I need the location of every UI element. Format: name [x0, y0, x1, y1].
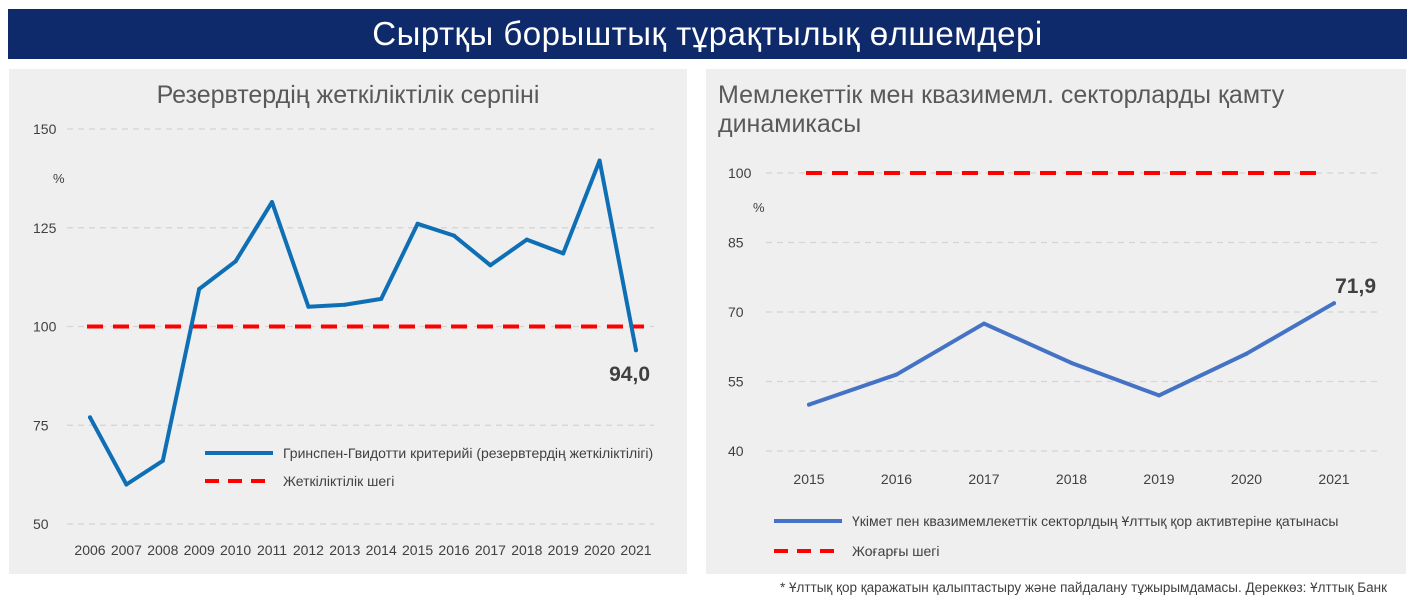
y-tick-label: 70 — [728, 304, 744, 320]
y-tick-label: 150 — [33, 121, 57, 137]
x-tick-label: 2014 — [366, 542, 397, 558]
data-point — [415, 221, 420, 226]
data-point — [1157, 393, 1161, 398]
data-label: 71,9 — [1335, 275, 1376, 298]
x-tick-label: 2019 — [1143, 471, 1174, 487]
data-point — [488, 263, 493, 268]
chart-title: Резервтердің жеткіліктілік серпіні — [156, 81, 540, 109]
y-tick-label: 40 — [728, 443, 744, 459]
y-tick-label: 50 — [33, 516, 49, 532]
data-point — [597, 158, 602, 163]
data-point — [197, 286, 202, 291]
x-tick-label: 2021 — [620, 542, 651, 558]
data-point — [561, 251, 566, 256]
x-tick-label: 2007 — [111, 542, 142, 558]
y-tick-label: 100 — [33, 319, 57, 335]
x-tick-label: 2011 — [257, 542, 287, 558]
data-point — [233, 259, 238, 264]
data-point — [1069, 360, 1074, 365]
x-tick-label: 2006 — [74, 542, 105, 558]
legend-label: Жеткіліктілік шегі — [283, 473, 394, 489]
x-tick-label: 2020 — [1231, 471, 1262, 487]
x-tick-label: 2019 — [548, 542, 579, 558]
x-tick-label: 2018 — [1056, 471, 1087, 487]
reserve-adequacy-chart: 50 75 100 125 150% 2006 2007 2008 2009 2010 2011 20… — [33, 121, 654, 558]
legend-label: Жоғарғы шегі — [852, 543, 940, 559]
x-tick-label: 2013 — [329, 542, 360, 558]
y-axis-unit: % — [53, 171, 65, 186]
footnote: * Ұлттық қор қаражатын қалыптастыру және… — [779, 580, 1387, 595]
x-tick-label: 2017 — [475, 542, 506, 558]
data-label: 94,0 — [609, 363, 650, 386]
x-tick-label: 2008 — [147, 542, 178, 558]
data-point — [1244, 351, 1249, 356]
x-tick-label: 2010 — [220, 542, 251, 558]
x-tick-label: 2021 — [1318, 471, 1349, 487]
y-tick-label: 125 — [33, 220, 57, 236]
y-axis-unit: % — [753, 200, 765, 215]
x-tick-label: 2020 — [584, 542, 615, 558]
y-tick-label: 100 — [728, 165, 752, 181]
data-point — [124, 482, 129, 487]
x-tick-label: 2009 — [184, 542, 215, 558]
x-tick-label: 2015 — [402, 542, 433, 558]
data-point — [894, 372, 899, 377]
data-point — [379, 296, 384, 301]
x-tick-label: 2016 — [881, 471, 912, 487]
data-point — [342, 302, 347, 307]
data-point — [524, 237, 529, 242]
reserve-adequacy-chart-panel: Резервтердің жеткіліктілік серпіні 50 75 1… — [9, 69, 687, 574]
x-tick-label: 2016 — [438, 542, 469, 558]
data-point — [306, 304, 311, 309]
data-point — [1332, 301, 1336, 306]
data-point — [270, 200, 274, 205]
series-line — [807, 301, 1336, 407]
x-tick-label: 2015 — [793, 471, 824, 487]
data-point — [88, 415, 92, 420]
y-tick-label: 85 — [728, 235, 744, 251]
x-tick-label: 2018 — [511, 542, 542, 558]
chart-title: Мемлекеттік мен квазимемл. секторларды қ… — [718, 81, 1285, 138]
data-point — [982, 321, 986, 326]
page-title: Сыртқы борыштық тұрақтылық өлшемдері — [8, 9, 1407, 59]
y-tick-label: 55 — [728, 374, 744, 390]
data-point — [807, 402, 811, 407]
x-tick-label: 2012 — [293, 542, 324, 558]
data-point — [160, 458, 165, 463]
data-point — [634, 348, 638, 353]
sector-coverage-chart: 40 55 70 85 100% 2015 2016 2017 2018 2019 2020 2021… — [728, 165, 1378, 559]
legend-label: Гринспен-Гвидотти критерийі (резервтерді… — [283, 445, 653, 461]
sector-coverage-chart-panel: Мемлекеттік мен квазимемл. секторларды қ… — [706, 69, 1406, 574]
data-point — [452, 233, 456, 238]
y-tick-label: 75 — [33, 417, 49, 433]
legend-label: Үкімет пен квазимемлекеттік секторлдың Ұ… — [852, 513, 1338, 529]
series-line — [88, 158, 638, 487]
x-tick-label: 2017 — [968, 471, 999, 487]
